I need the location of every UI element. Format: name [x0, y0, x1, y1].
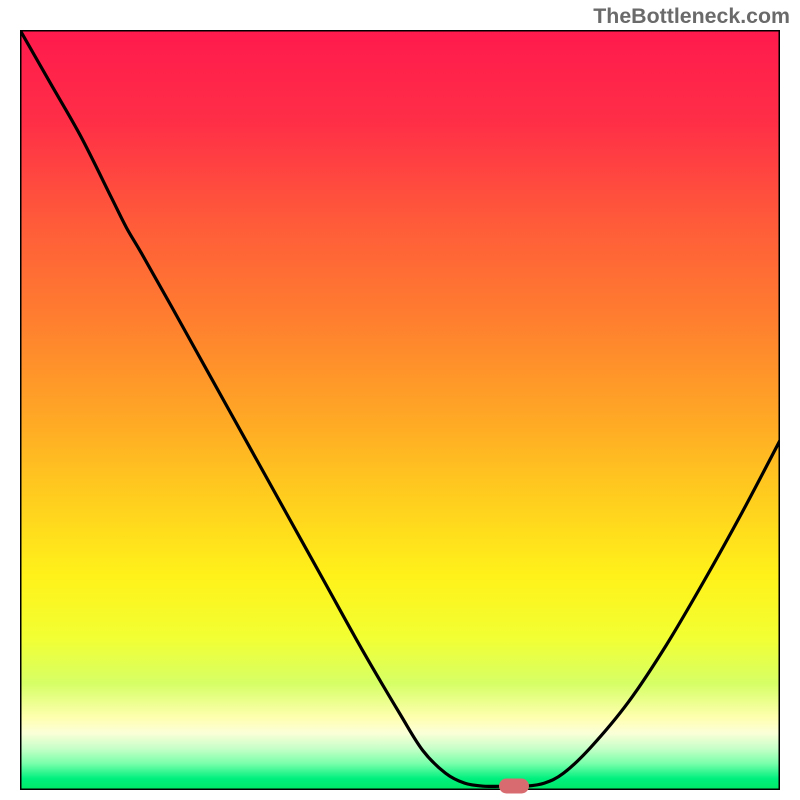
- watermark-text: TheBottleneck.com: [593, 4, 790, 29]
- plot-area: [20, 30, 780, 790]
- chart-container: TheBottleneck.com: [0, 0, 800, 800]
- optimum-marker: [499, 779, 529, 794]
- plot-svg: [20, 30, 780, 790]
- gradient-background: [20, 30, 780, 790]
